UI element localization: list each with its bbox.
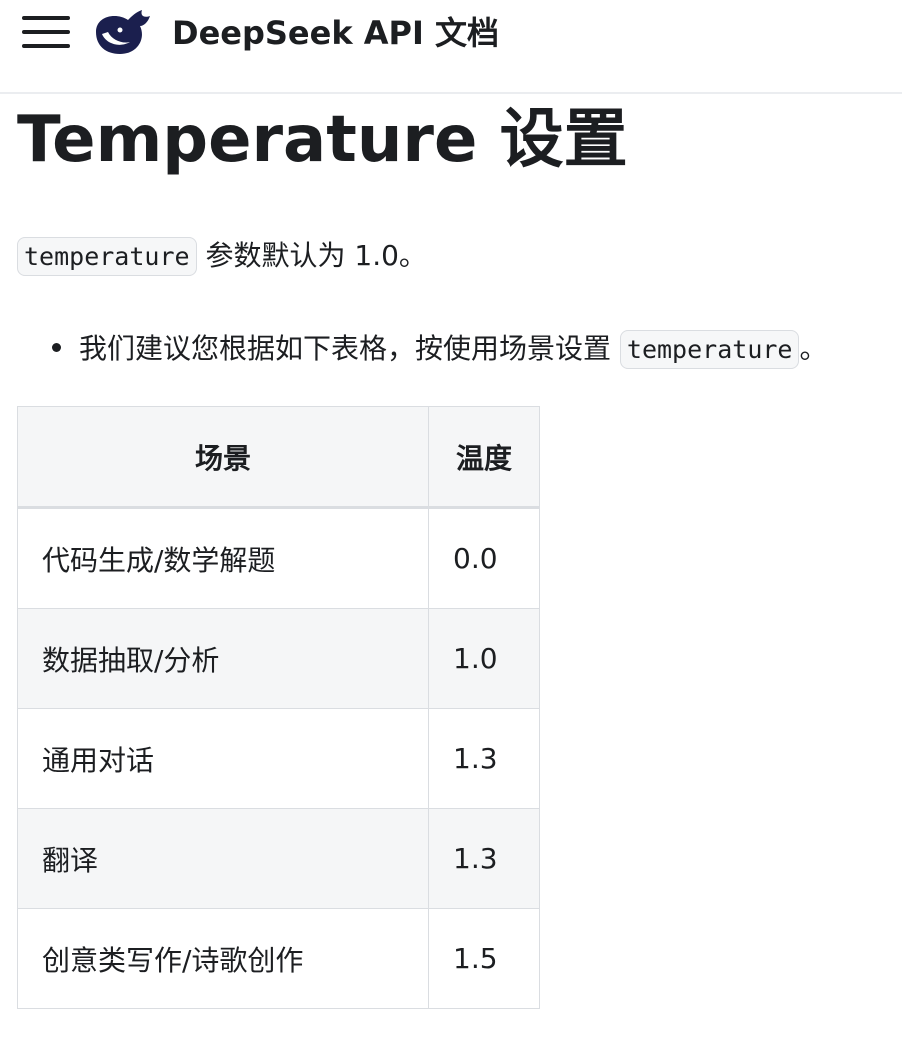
intro-text: 参数默认为 1.0。 <box>196 239 427 272</box>
site-title[interactable]: DeepSeek API 文档 <box>172 14 500 52</box>
table-row: 代码生成/数学解题 0.0 <box>17 507 540 609</box>
temperature-cell: 1.5 <box>428 908 540 1009</box>
intro-paragraph: temperature 参数默认为 1.0。 <box>17 234 427 279</box>
bullet-suffix: 。 <box>799 332 828 365</box>
scenario-cell: 翻译 <box>17 808 429 909</box>
bullet-text: 我们建议您根据如下表格，按使用场景设置 <box>79 332 620 365</box>
table-header-row: 场景 温度 <box>17 406 540 509</box>
scenario-cell: 代码生成/数学解题 <box>17 507 429 609</box>
column-header-scenario: 场景 <box>17 406 429 509</box>
inline-code: temperature <box>619 330 800 369</box>
scenario-cell: 数据抽取/分析 <box>17 608 429 709</box>
table-row: 通用对话 1.3 <box>17 708 540 809</box>
bullet-icon <box>52 342 61 352</box>
inline-code: temperature <box>17 237 197 276</box>
temperature-cell: 1.0 <box>428 608 540 709</box>
page-title: Temperature 设置 <box>17 103 628 177</box>
navbar: DeepSeek API 文档 <box>0 0 902 94</box>
scenario-cell: 通用对话 <box>17 708 429 809</box>
table-row: 翻译 1.3 <box>17 808 540 909</box>
column-header-temperature: 温度 <box>428 406 540 509</box>
temperature-cell: 1.3 <box>428 708 540 809</box>
temperature-cell: 0.0 <box>428 507 540 609</box>
scenario-cell: 创意类写作/诗歌创作 <box>17 908 429 1009</box>
temperature-cell: 1.3 <box>428 808 540 909</box>
table-row: 数据抽取/分析 1.0 <box>17 608 540 709</box>
list-item: 我们建议您根据如下表格，按使用场景设置 temperature。 <box>52 327 828 372</box>
hamburger-menu-icon[interactable] <box>22 14 70 50</box>
deepseek-whale-logo-icon[interactable] <box>90 8 156 58</box>
table-row: 创意类写作/诗歌创作 1.5 <box>17 908 540 1009</box>
temperature-table: 场景 温度 代码生成/数学解题 0.0 数据抽取/分析 1.0 通用对话 1.3 翻译… <box>17 406 540 1009</box>
